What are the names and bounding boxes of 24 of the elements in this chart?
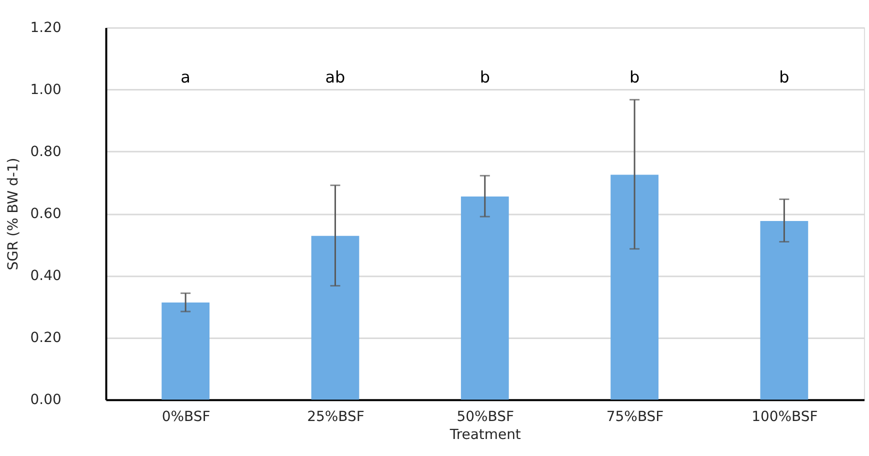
y-axis-title: SGR (% BW d-1) xyxy=(5,158,22,270)
annotation: b xyxy=(779,67,790,86)
annotation: a xyxy=(180,67,190,86)
annotation: b xyxy=(629,67,640,86)
y-tick-label: 0.80 xyxy=(30,144,62,160)
y-tick-label: 0.00 xyxy=(30,392,62,408)
x-axis-title: Treatment xyxy=(448,427,522,444)
x-tick-label: 75%BSF xyxy=(606,409,664,426)
x-tick-label: 25%BSF xyxy=(307,409,364,426)
annotation: ab xyxy=(325,67,346,86)
bar xyxy=(311,236,360,400)
bar xyxy=(760,220,808,400)
x-tick-label: 0%BSF xyxy=(162,409,210,426)
y-tick-label: 1.20 xyxy=(30,20,62,36)
bar xyxy=(162,302,210,400)
y-tick-label: 0.20 xyxy=(30,330,62,346)
x-tick-label: 50%BSF xyxy=(456,409,514,426)
x-tick-label: 100%BSF xyxy=(752,409,818,426)
y-tick-label: 0.60 xyxy=(30,206,62,222)
annotation: b xyxy=(480,67,490,86)
y-tick-label: 1.00 xyxy=(30,82,62,98)
bar xyxy=(610,174,658,400)
y-tick-label: 0.40 xyxy=(30,268,62,284)
bar xyxy=(460,196,509,400)
